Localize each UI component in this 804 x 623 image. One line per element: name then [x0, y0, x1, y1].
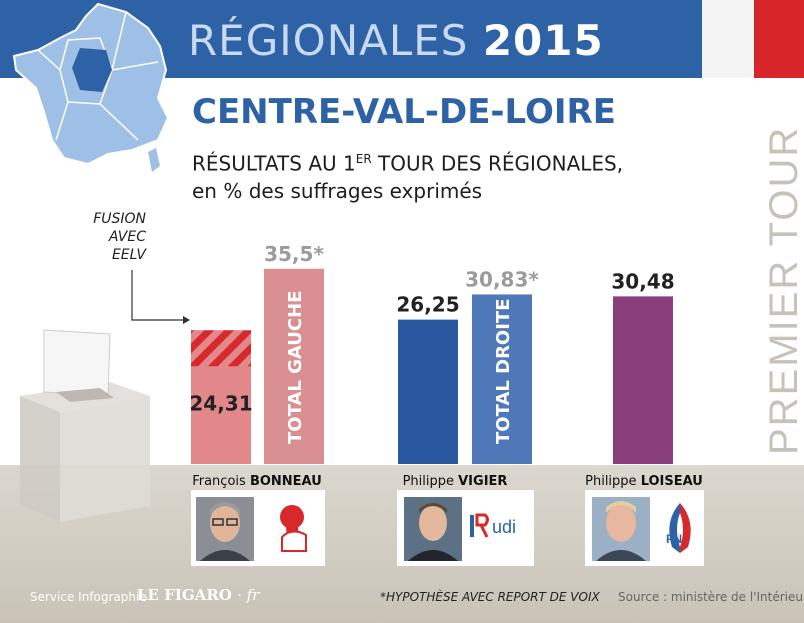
- bonneau-photo: [196, 497, 254, 561]
- value-label-total-gauche: 35,5*: [264, 242, 324, 266]
- vigier-photo: [404, 497, 462, 561]
- candidate-name-loiseau: Philippe LOISEAU: [585, 474, 703, 489]
- svg-text:udi: udi: [492, 517, 516, 537]
- fusion-note: FUSION AVEC EELV: [93, 211, 146, 263]
- fusion-arrow: [131, 270, 186, 321]
- fn-flame-logo: FN: [666, 503, 691, 553]
- header-title: RÉGIONALES 2015: [188, 16, 604, 65]
- inner-label-total-gauche: TOTAL GAUCHE: [285, 291, 306, 444]
- bar-total-gauche: [264, 268, 324, 464]
- inner-label-total-droite: TOTAL DROITE: [493, 298, 514, 444]
- value-label-bonneau: 24,31: [189, 391, 252, 415]
- svg-text:FN: FN: [666, 532, 682, 546]
- ballot-box-icon: [20, 329, 150, 522]
- bar-total-droite: [472, 294, 532, 464]
- flag-red-stripe: [754, 0, 804, 78]
- bar-loiseau: [613, 296, 673, 464]
- footer-credit: Service Infographie: [30, 590, 147, 604]
- value-label-loiseau: 30,48: [611, 269, 674, 293]
- footer-note: *HYPOTHÈSE AVEC REPORT DE VOIX: [380, 590, 600, 604]
- le-figaro-logo: LE FIGARO · fr: [137, 586, 260, 604]
- flag-white-stripe: [702, 0, 754, 78]
- value-label-total-droite: 30,83*: [465, 267, 539, 291]
- region-title: CENTRE-VAL-DE-LOIRE: [192, 92, 616, 132]
- candidate-name-bonneau: François BONNEAU: [192, 474, 322, 489]
- chart-subtitle: RÉSULTATS AU 1ER TOUR DES RÉGIONALES, en…: [192, 151, 624, 203]
- centre-region-highlight: [72, 48, 112, 92]
- candidate-name-vigier: Philippe VIGIER: [402, 474, 508, 489]
- ps-rose-logo: [280, 505, 307, 552]
- fusion-arrow-head: [183, 316, 190, 324]
- bar-vigier: [398, 319, 458, 464]
- lr-udi-logo: udi: [470, 513, 516, 538]
- bar-hatch-bonneau: [191, 330, 251, 367]
- france-map-icon: [12, 2, 170, 172]
- value-label-vigier: 26,25: [396, 293, 459, 317]
- loiseau-photo: [592, 497, 650, 561]
- footer-source: Source : ministère de l'Intérieur: [618, 590, 804, 604]
